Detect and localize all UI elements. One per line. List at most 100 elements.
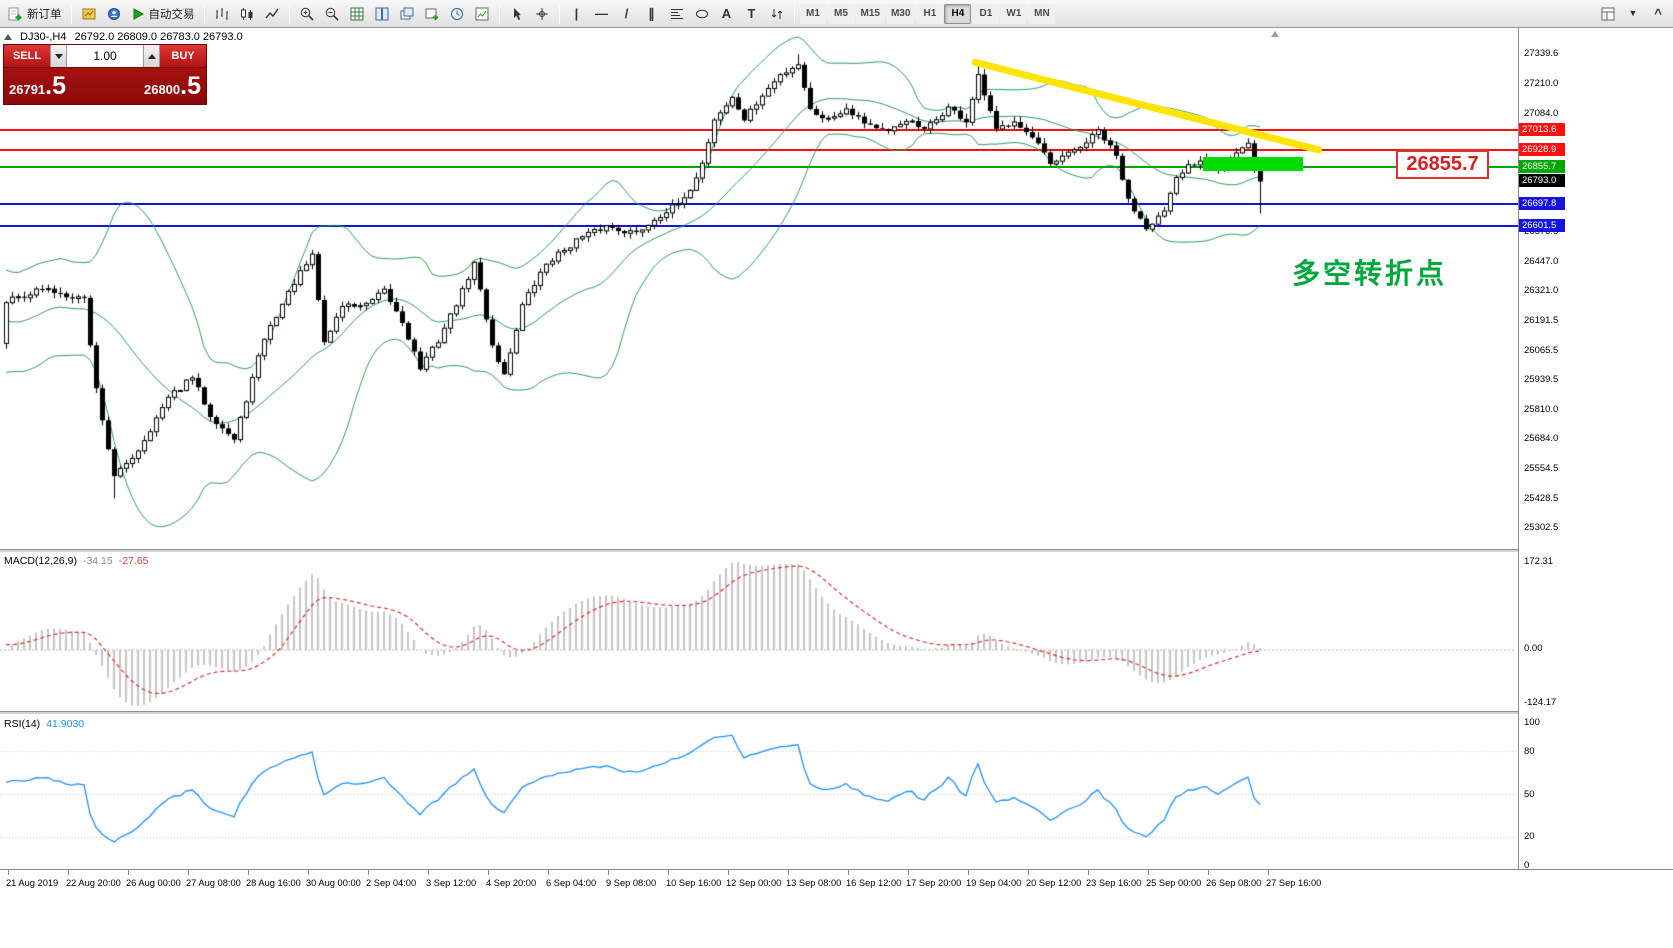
new-order-icon: [7, 6, 23, 22]
profiles-button[interactable]: [102, 3, 126, 25]
crosshair-button[interactable]: [530, 3, 554, 25]
order-prices-row: 26791 .5 26800 .5: [4, 67, 206, 104]
buy-price[interactable]: 26800 .5: [143, 71, 201, 100]
timeframe-m5-button[interactable]: M5: [827, 3, 855, 24]
vertical-line-button[interactable]: |: [565, 3, 589, 25]
grid-icon: [349, 6, 365, 22]
fibonacci-button[interactable]: [665, 3, 689, 25]
clock-icon: [449, 6, 465, 22]
arrows-button[interactable]: [765, 3, 789, 25]
timeframe-mn-button[interactable]: MN: [1028, 3, 1056, 24]
equidistant-channel-button[interactable]: ∥: [640, 3, 664, 25]
sell-price[interactable]: 26791 .5: [9, 71, 67, 100]
candlestick-chart-icon: [239, 6, 255, 22]
time-axis-label: 26 Sep 08:00: [1206, 878, 1262, 888]
price-axis-tick: 26321.0: [1524, 285, 1559, 297]
ellipse-button[interactable]: [690, 3, 714, 25]
rsi-indicator-label: RSI(14) 41.9030: [4, 718, 84, 730]
toolbar-collapse-button[interactable]: ^: [1646, 3, 1670, 25]
macd-indicator-label: MACD(12,26,9) -34.15 -27.65: [4, 555, 149, 567]
new-order-button[interactable]: 新订单: [3, 3, 66, 25]
time-axis-label: 6 Sep 04:00: [546, 878, 597, 888]
trendline-button[interactable]: /: [615, 3, 639, 25]
chart-canvas[interactable]: [0, 28, 1516, 869]
indicators-button[interactable]: [470, 3, 494, 25]
macd-axis-label: 0.00: [1524, 643, 1543, 654]
time-axis-tick: [1028, 870, 1029, 875]
timeframe-m1-button[interactable]: M1: [799, 3, 827, 24]
bar-chart-button[interactable]: [210, 3, 234, 25]
time-axis-tick: [1088, 870, 1089, 875]
chart-macd-separator[interactable]: [0, 549, 1673, 553]
zoom-out-button[interactable]: [320, 3, 344, 25]
equidistant-channel-icon: ∥: [648, 6, 655, 21]
macd-axis-label: -124.17: [1524, 697, 1557, 708]
timeframe-h4-button[interactable]: H4: [944, 3, 972, 24]
new-window-button[interactable]: [420, 3, 444, 25]
macd-name: MACD(12,26,9): [4, 555, 77, 567]
macd-rsi-separator[interactable]: [0, 711, 1673, 715]
triangle-up-icon: [147, 53, 156, 59]
time-axis-label: 19 Sep 04:00: [966, 878, 1022, 888]
sell-button[interactable]: SELL: [4, 45, 50, 67]
price-axis-tick: 26447.0: [1524, 255, 1559, 267]
time-axis-tick: [1268, 870, 1269, 875]
new-chart-button[interactable]: [77, 3, 101, 25]
time-axis-tick: [548, 870, 549, 875]
time-axis[interactable]: 21 Aug 2019 22 Aug 20:00 26 Aug 00:00 27 Au…: [0, 869, 1673, 895]
autotrading-button[interactable]: 自动交易: [127, 3, 199, 25]
timeframe-m15-button[interactable]: M15: [855, 3, 885, 24]
dock-button[interactable]: [1596, 3, 1620, 25]
time-axis-label: 28 Aug 16:00: [246, 878, 301, 888]
timeframe-d1-button[interactable]: D1: [972, 3, 1000, 24]
autotrading-play-icon: [131, 7, 145, 21]
price-axis-tick: 25302.5: [1524, 522, 1559, 534]
rsi-axis-label: 50: [1524, 788, 1535, 800]
profiles-icon: [106, 6, 122, 22]
autotrading-label: 自动交易: [148, 8, 195, 21]
bar-chart-icon: [214, 6, 230, 22]
horizontal-line-button[interactable]: —: [590, 3, 614, 25]
cursor-button[interactable]: [505, 3, 529, 25]
price-axis-tick: 25684.0: [1524, 433, 1559, 445]
clock-button[interactable]: [445, 3, 469, 25]
time-axis-label: 2 Sep 04:00: [366, 878, 417, 888]
time-axis-label: 10 Sep 16:00: [666, 878, 722, 888]
price-line-label: 27013.6: [1519, 123, 1565, 137]
turning-point-annotation: 多空转折点: [1292, 258, 1448, 289]
cascade-windows-icon: [399, 6, 415, 22]
price-axis-tick: 27210.0: [1524, 78, 1559, 90]
price-axis[interactable]: 27339.627210.027084.026576.526447.026321…: [1518, 28, 1673, 871]
price-callout-box[interactable]: 26855.7: [1396, 150, 1489, 179]
timeframe-h1-button[interactable]: H1: [916, 3, 944, 24]
line-chart-button[interactable]: [260, 3, 284, 25]
candlestick-chart-button[interactable]: [235, 3, 259, 25]
crosshair-icon: [534, 6, 550, 22]
buy-button[interactable]: BUY: [160, 45, 206, 67]
zoom-in-button[interactable]: [295, 3, 319, 25]
new-window-icon: [424, 6, 440, 22]
time-axis-tick: [608, 870, 609, 875]
macd-main-value: -34.15: [82, 555, 113, 567]
time-axis-tick: [848, 870, 849, 875]
tile-windows-button[interactable]: [370, 3, 394, 25]
time-axis-tick: [728, 870, 729, 875]
text-button[interactable]: A: [715, 3, 739, 25]
volume-increase-button[interactable]: [143, 45, 160, 67]
green-highlight-rectangle[interactable]: [1203, 157, 1303, 171]
grid-button[interactable]: [345, 3, 369, 25]
order-controls-row: SELL 1.00 BUY: [4, 45, 206, 67]
volume-decrease-button[interactable]: [50, 45, 67, 67]
text-label-button[interactable]: T: [740, 3, 764, 25]
toolbar-dropdown-button[interactable]: ▼: [1621, 3, 1645, 25]
timeframe-m30-button[interactable]: M30: [885, 3, 916, 24]
price-line-label: 26855.7: [1519, 159, 1565, 173]
cascade-windows-button[interactable]: [395, 3, 419, 25]
volume-input[interactable]: 1.00: [67, 45, 143, 67]
one-click-trading-panel: SELL 1.00 BUY 26791 .5 26800 .5: [3, 44, 207, 105]
price-axis-tick: 27084.0: [1524, 107, 1559, 119]
price-axis-tick: 27339.6: [1524, 48, 1559, 60]
timeframe-w1-button[interactable]: W1: [1000, 3, 1028, 24]
price-axis-tick: 25428.5: [1524, 492, 1559, 504]
time-axis-tick: [908, 870, 909, 875]
